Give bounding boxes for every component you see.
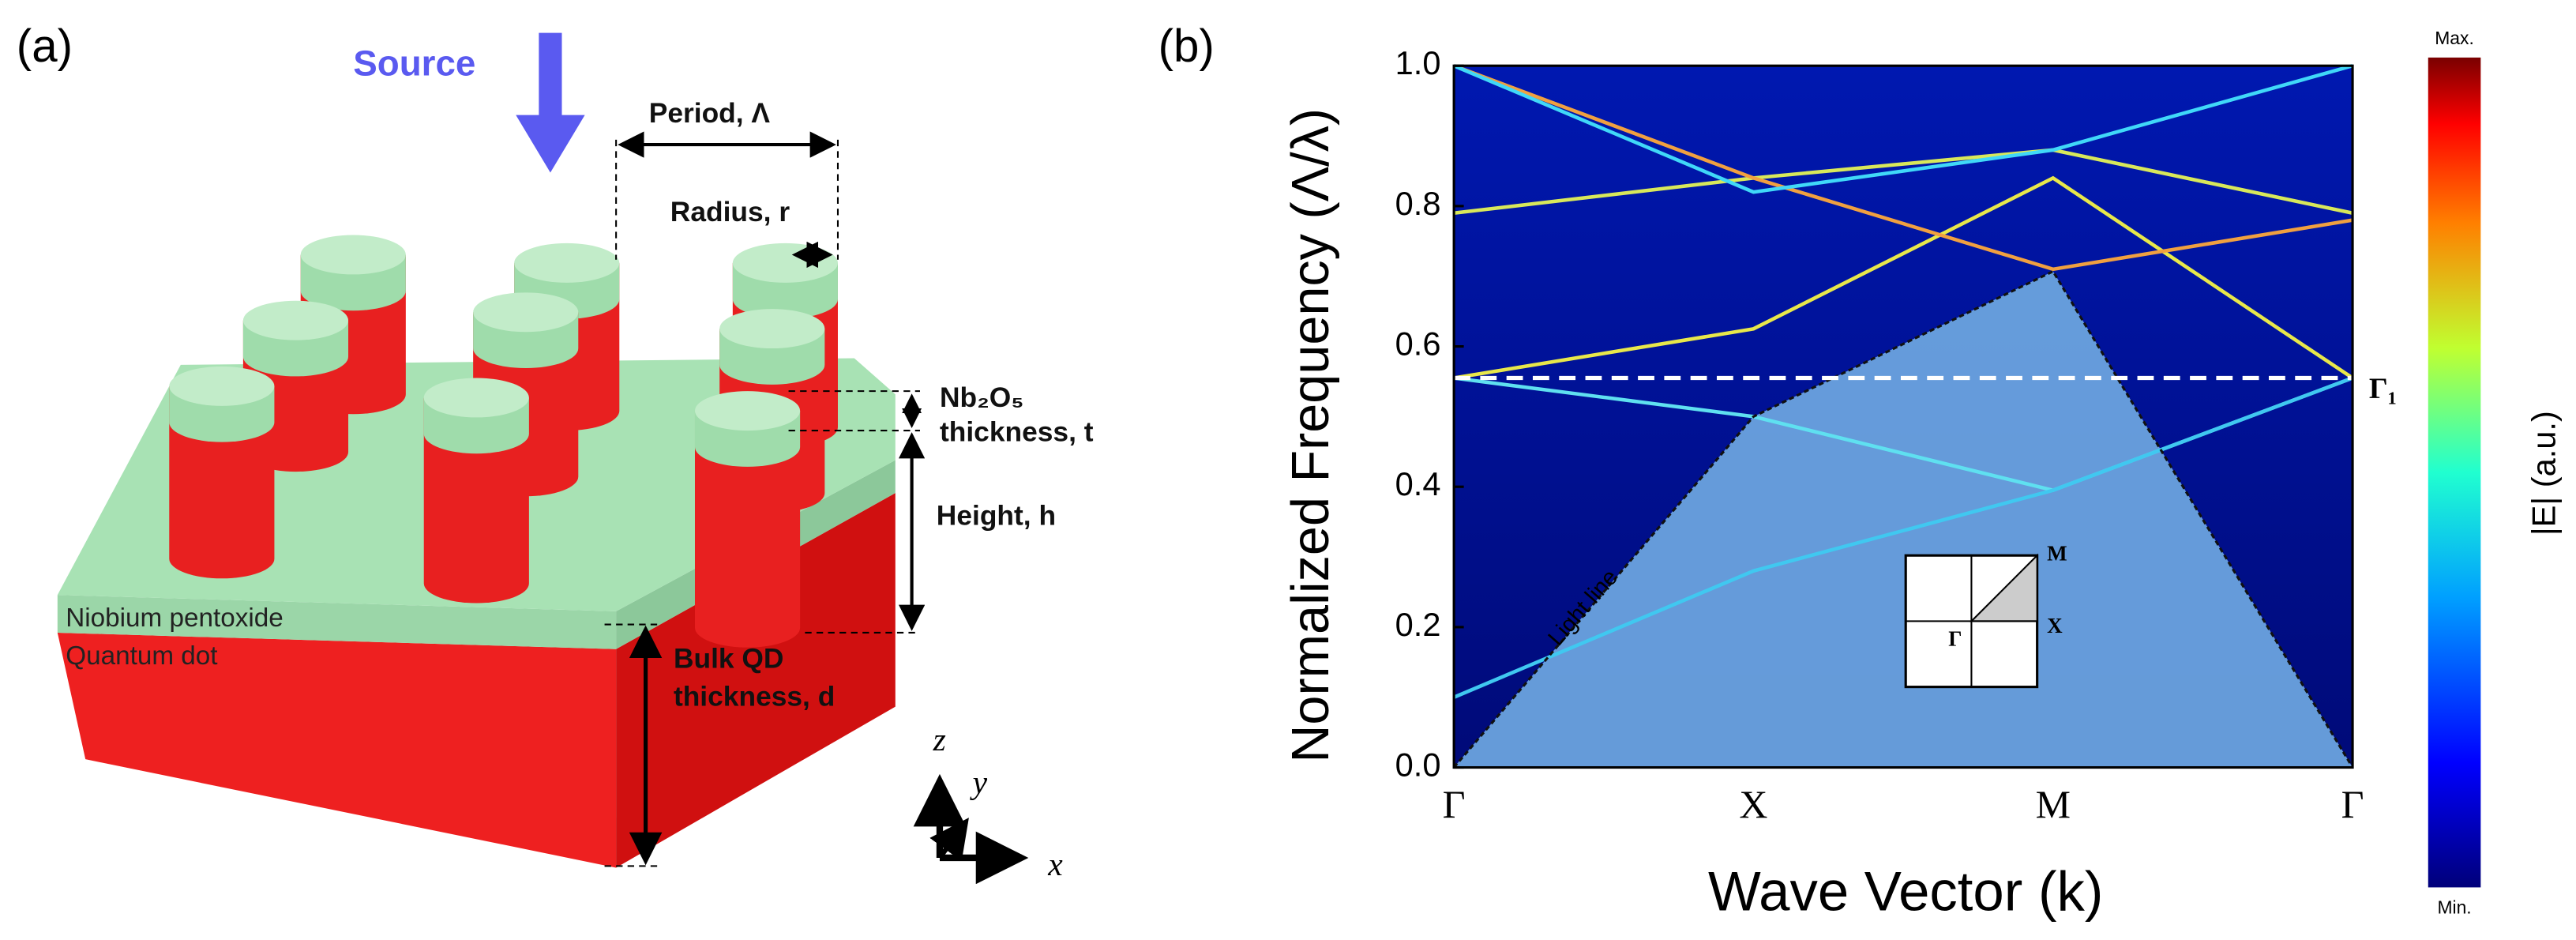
radius-label: Radius, r: [670, 197, 790, 227]
axis-y: y: [970, 764, 988, 800]
layer-label: Nb₂O₅: [940, 382, 1024, 413]
frame: [1452, 64, 2354, 769]
pillar-top: [719, 309, 825, 349]
colorbar: [2428, 57, 2481, 888]
x-axis-label: Wave Vector (k): [1708, 860, 2103, 923]
inset-label: Γ: [1948, 627, 1962, 651]
thickness-label: thickness, t: [940, 417, 1094, 448]
band: [1453, 175, 2354, 380]
band: [1453, 148, 2353, 216]
y-tick-label: 0.2: [1395, 606, 1441, 643]
y-tick-label: 0.8: [1395, 185, 1441, 222]
x-tick-label: X: [1739, 783, 1767, 826]
y-axis-label: Normalized Frequency (Λ/λ): [1282, 108, 1340, 763]
pillar-top: [300, 235, 406, 275]
pillar-top: [694, 391, 801, 431]
panel-label: (b): [1158, 21, 1215, 72]
inset-label: M: [2047, 541, 2067, 565]
band: [1453, 64, 2353, 272]
y-tick-label: 0.4: [1395, 465, 1441, 502]
height-label: Height, h: [937, 501, 1056, 532]
base-name: Quantum dot: [66, 641, 217, 671]
layer-name: Niobium pentoxide: [66, 603, 284, 633]
source-label: Source: [353, 43, 475, 83]
axis-x: x: [1047, 846, 1063, 882]
device-diagram: [57, 32, 1029, 885]
bulk-label: Bulk QD: [674, 644, 784, 675]
pillar-top: [169, 366, 275, 406]
light-line: [1452, 269, 2354, 769]
band: [1453, 64, 2353, 194]
x-tick-label: Γ: [2341, 783, 2364, 826]
pillar-top: [732, 243, 838, 283]
y-tick-label: 1.0: [1395, 44, 1441, 81]
pillar-top: [473, 292, 579, 333]
band: [1453, 376, 2353, 699]
y-tick-label: 0.6: [1395, 325, 1441, 363]
colorbar-min: Min.: [2437, 897, 2471, 918]
bulk-thickness-label: thickness, d: [674, 682, 835, 713]
axis-z: z: [933, 721, 946, 758]
pillar-top: [242, 300, 349, 340]
colorbar-label: |E| (a.u.): [2525, 411, 2563, 536]
panel-label: (a): [17, 21, 73, 72]
pillar-top: [423, 378, 529, 418]
pillar: [694, 411, 801, 648]
y-tick-label: 0.0: [1395, 746, 1441, 784]
x-tick-label: M: [2036, 783, 2071, 826]
reference-label: Γ₁: [2369, 373, 2397, 405]
colorbar-max: Max.: [2435, 28, 2474, 48]
pillar-top: [514, 243, 620, 283]
inset-label: X: [2047, 614, 2063, 637]
x-tick-label: Γ: [1443, 783, 1466, 826]
light-cone: [1454, 271, 2353, 768]
period-label: Period, Λ: [649, 98, 771, 129]
